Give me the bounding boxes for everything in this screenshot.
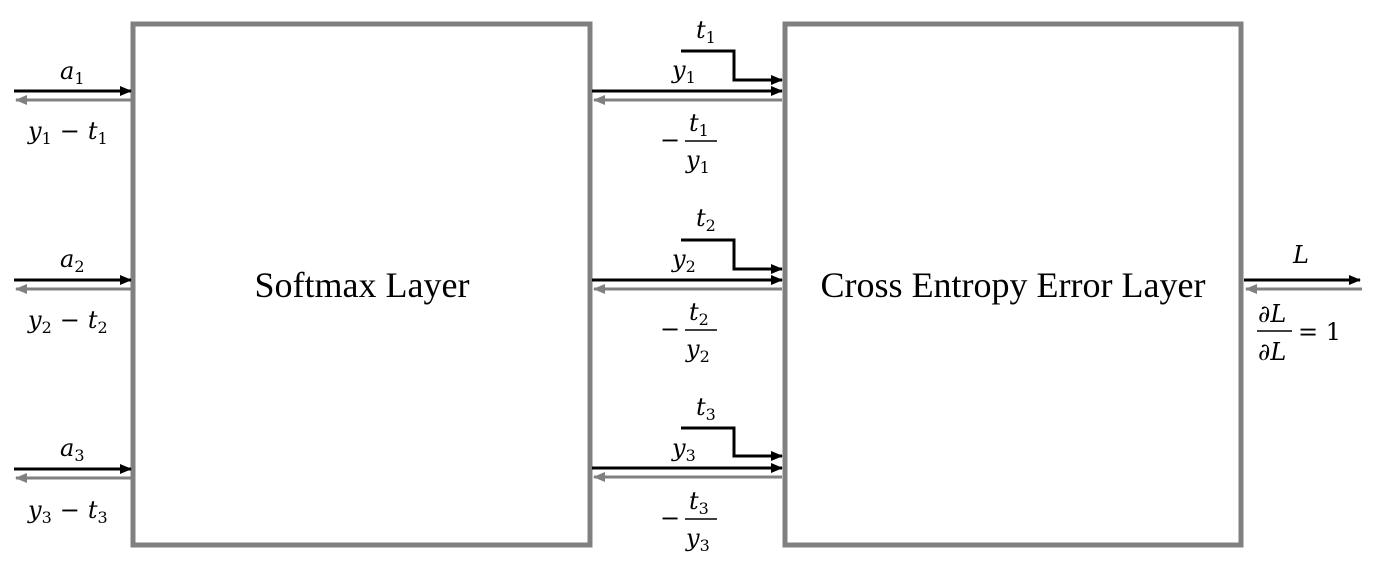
output-y-label-1: y1 (671, 56, 696, 87)
teacher-label-1: t1 (696, 16, 716, 47)
input-label-1: a1 (60, 57, 85, 88)
svg-text:y2: y2 (685, 335, 710, 366)
teacher-arrow-3 (681, 426, 783, 461)
input-grad-label-2: y2− t2 (27, 306, 108, 337)
svg-text:−: − (660, 504, 680, 532)
teacher-label-3: t3 (696, 393, 716, 424)
teacher-arrow-2 (681, 238, 783, 274)
svg-text:∂L: ∂L (1258, 338, 1286, 366)
svg-text:−: − (660, 315, 680, 343)
loss-grad-label: ∂L ∂L = 1 (1257, 300, 1341, 366)
svg-text:y1: y1 (685, 146, 710, 177)
svg-text:= 1: = 1 (1298, 318, 1341, 346)
ce-grad-label-3: − t3 y3 (660, 487, 717, 555)
loss-label: L (1292, 241, 1309, 269)
teacher-arrow-1 (681, 49, 783, 85)
input-grad-label-3: y3− t3 (27, 496, 108, 527)
svg-text:−: − (660, 126, 680, 154)
ce-grad-label-1: − t1 y1 (660, 109, 717, 177)
svg-text:t1: t1 (689, 109, 709, 140)
cross-entropy-block (782, 21, 1244, 548)
ce-grad-label-2: − t2 y2 (660, 298, 717, 366)
input-label-2: a2 (60, 245, 85, 276)
input-grad-label-1: y1− t1 (27, 117, 108, 148)
cross-entropy-label: Cross Entropy Error Layer (821, 265, 1206, 305)
input-label-3: a3 (60, 434, 85, 465)
svg-text:t2: t2 (689, 298, 709, 329)
svg-text:t3: t3 (689, 487, 709, 518)
teacher-label-2: t2 (696, 204, 716, 235)
svg-text:∂L: ∂L (1258, 300, 1286, 328)
svg-text:y3: y3 (685, 524, 710, 555)
output-y-label-3: y3 (671, 434, 696, 465)
softmax-block (130, 21, 593, 548)
softmax-label: Softmax Layer (255, 265, 470, 305)
output-y-label-2: y2 (671, 245, 696, 276)
